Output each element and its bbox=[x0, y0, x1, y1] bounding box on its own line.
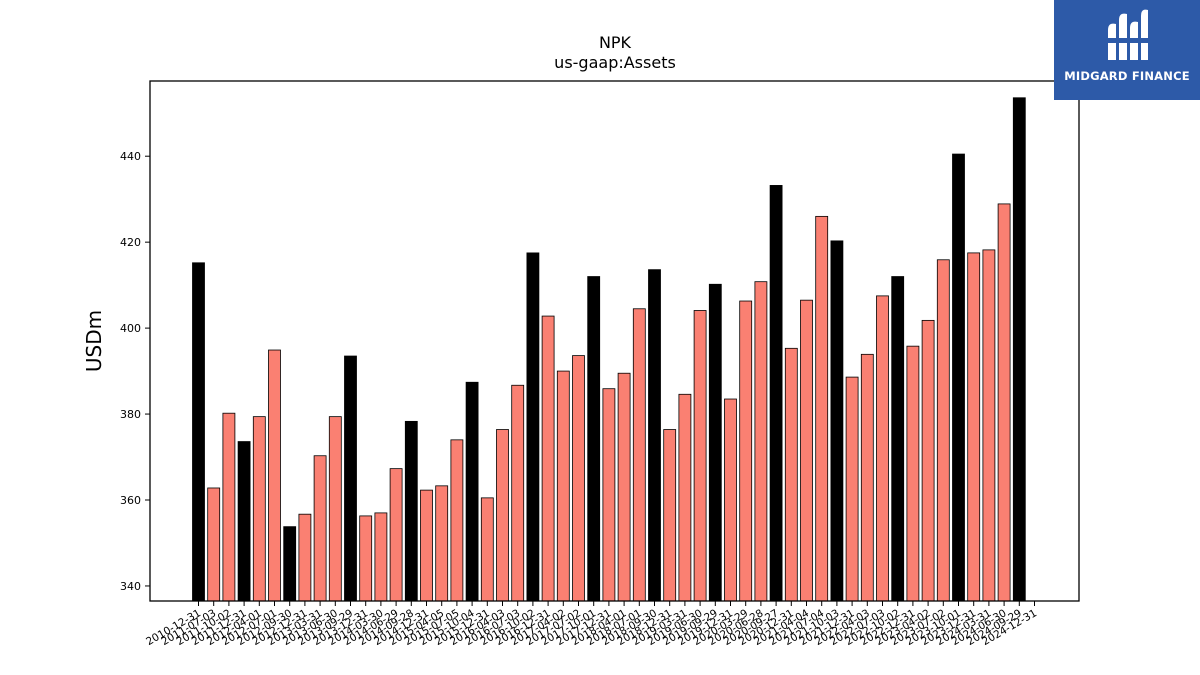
bar bbox=[769, 185, 783, 602]
bar bbox=[708, 283, 722, 602]
bar bbox=[830, 240, 844, 602]
bar bbox=[648, 269, 661, 602]
bar bbox=[389, 468, 403, 602]
bar bbox=[891, 276, 905, 602]
bar bbox=[252, 416, 266, 602]
bar bbox=[572, 355, 585, 602]
bar bbox=[602, 388, 616, 602]
brand-logo: MIDGARD FINANCE bbox=[1054, 0, 1200, 100]
chart-subtitle: us-gaap:Assets bbox=[554, 53, 676, 72]
bar bbox=[420, 489, 433, 602]
chart-title: NPK bbox=[599, 33, 632, 52]
bar bbox=[906, 345, 920, 602]
bar bbox=[724, 398, 737, 602]
bar bbox=[800, 299, 813, 602]
bar bbox=[298, 513, 312, 602]
y-axis-label: USDm bbox=[82, 310, 106, 372]
bar bbox=[1012, 97, 1026, 602]
bar bbox=[587, 276, 601, 602]
bar bbox=[313, 455, 327, 602]
bar bbox=[784, 347, 798, 602]
bar bbox=[541, 315, 555, 602]
bar bbox=[921, 319, 935, 602]
bar bbox=[678, 393, 692, 602]
bar bbox=[283, 526, 297, 602]
bar bbox=[207, 487, 221, 602]
bars-group bbox=[192, 97, 1026, 602]
x-axis: 2010-12-312011-07-032011-10-022011-12-31… bbox=[144, 601, 1039, 648]
y-tick-label: 420 bbox=[120, 236, 141, 249]
bar bbox=[693, 310, 707, 602]
bar bbox=[967, 252, 981, 602]
bar bbox=[845, 376, 859, 602]
bar bbox=[997, 203, 1011, 602]
bar bbox=[860, 353, 874, 602]
bar bbox=[815, 215, 829, 602]
y-tick-label: 380 bbox=[120, 408, 141, 421]
y-tick-label: 360 bbox=[120, 494, 141, 507]
bar bbox=[632, 308, 646, 602]
bar bbox=[192, 262, 205, 602]
bar bbox=[876, 295, 889, 602]
bar bbox=[982, 249, 996, 602]
bar bbox=[556, 370, 570, 602]
midgard-logo-icon bbox=[1108, 9, 1148, 61]
bar bbox=[496, 429, 509, 602]
bar bbox=[374, 512, 388, 602]
bar bbox=[328, 416, 342, 602]
y-axis: 340 360 380 400 420 440 bbox=[120, 150, 150, 593]
bar bbox=[739, 300, 753, 602]
bar bbox=[450, 439, 464, 602]
bar bbox=[344, 355, 357, 602]
bar bbox=[268, 349, 281, 602]
y-tick-label: 440 bbox=[120, 150, 141, 163]
bar bbox=[663, 429, 677, 602]
brand-name: MIDGARD FINANCE bbox=[1064, 69, 1190, 83]
bar bbox=[435, 485, 449, 602]
bar bbox=[465, 381, 479, 602]
bar bbox=[359, 515, 373, 602]
bar bbox=[237, 441, 251, 602]
bar bbox=[952, 153, 965, 602]
bar bbox=[526, 252, 540, 602]
bar bbox=[480, 497, 494, 602]
y-tick-label: 340 bbox=[120, 580, 141, 593]
bar bbox=[936, 259, 950, 602]
y-tick-label: 400 bbox=[120, 322, 141, 335]
bar bbox=[617, 372, 631, 602]
bar bbox=[754, 281, 768, 602]
bar bbox=[511, 384, 525, 602]
bar bbox=[404, 420, 418, 602]
bar bbox=[222, 412, 236, 602]
plot-frame bbox=[149, 80, 1080, 602]
